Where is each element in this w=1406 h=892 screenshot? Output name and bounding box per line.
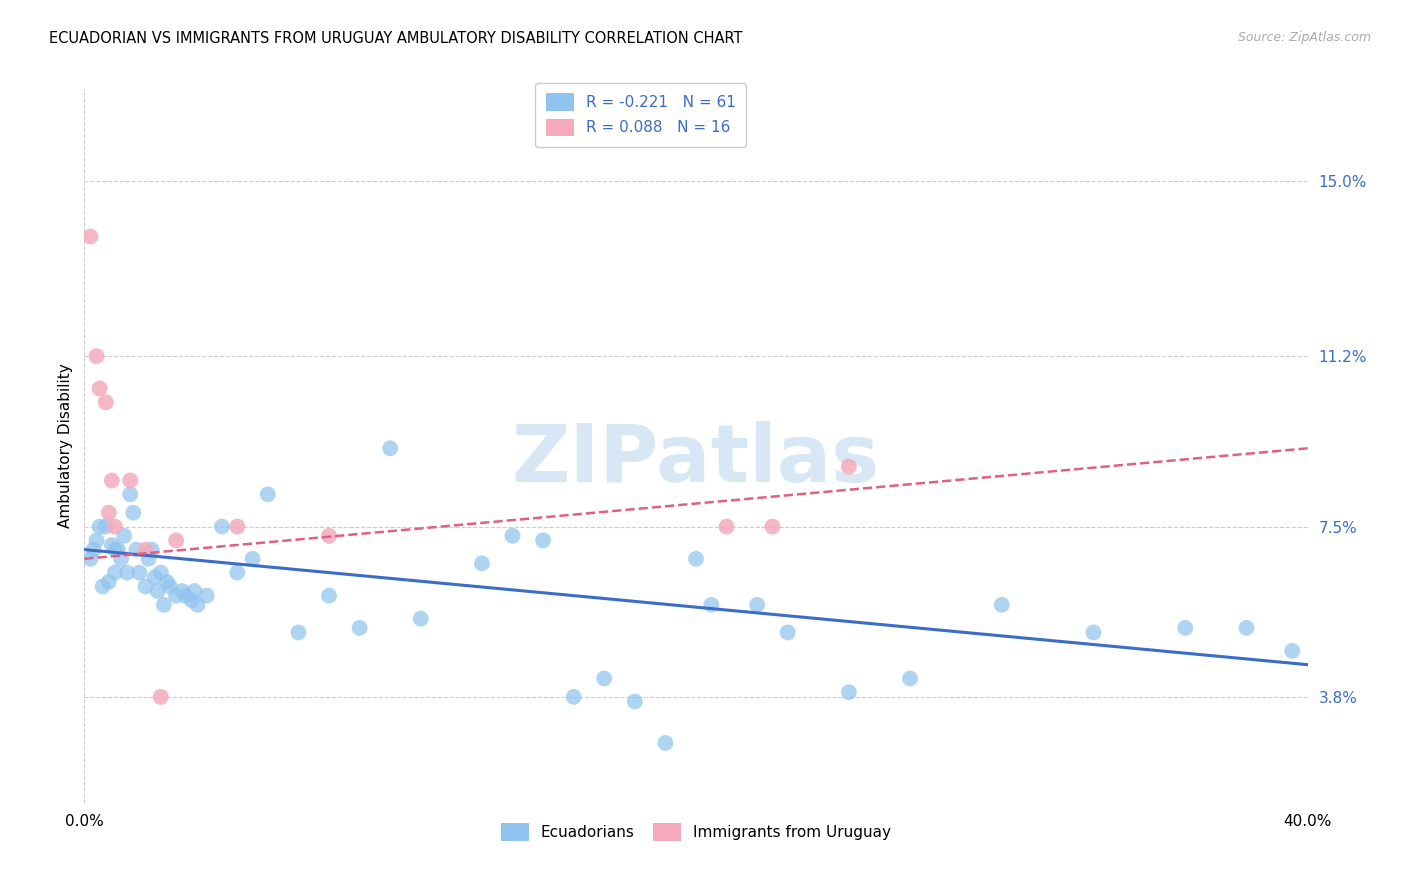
Point <box>101 538 124 552</box>
Point <box>180 593 202 607</box>
Point <box>531 533 554 548</box>
Point <box>183 584 205 599</box>
Point <box>186 598 208 612</box>
Point <box>128 566 150 580</box>
Point <box>776 625 799 640</box>
Point <box>242 551 264 566</box>
Point <box>471 557 494 571</box>
Point <box>624 694 647 708</box>
Point <box>149 690 172 704</box>
Point <box>89 519 111 533</box>
Point <box>991 598 1014 612</box>
Point <box>112 529 135 543</box>
Point <box>135 542 157 557</box>
Point <box>153 598 176 612</box>
Point <box>156 574 179 589</box>
Point <box>257 487 280 501</box>
Point <box>104 542 127 557</box>
Point <box>685 551 707 566</box>
Point <box>838 685 860 699</box>
Text: ZIPatlas: ZIPatlas <box>512 421 880 500</box>
Point <box>174 589 197 603</box>
Point <box>125 542 148 557</box>
Point <box>104 519 127 533</box>
Point <box>94 519 117 533</box>
Point <box>146 584 169 599</box>
Point <box>380 442 402 456</box>
Point <box>110 551 132 566</box>
Point <box>1174 621 1197 635</box>
Point <box>143 570 166 584</box>
Point <box>562 690 585 704</box>
Point <box>122 506 145 520</box>
Point <box>120 487 142 501</box>
Point <box>172 584 194 599</box>
Point <box>716 519 738 533</box>
Point <box>79 229 101 244</box>
Point <box>211 519 233 533</box>
Point <box>226 566 249 580</box>
Point <box>1281 644 1303 658</box>
Point <box>138 551 160 566</box>
Point <box>107 542 129 557</box>
Point <box>86 533 108 548</box>
Point <box>83 542 105 557</box>
Point <box>159 579 181 593</box>
Point <box>141 542 163 557</box>
Point <box>101 474 124 488</box>
Text: Source: ZipAtlas.com: Source: ZipAtlas.com <box>1237 31 1371 45</box>
Point <box>91 579 114 593</box>
Text: ECUADORIAN VS IMMIGRANTS FROM URUGUAY AMBULATORY DISABILITY CORRELATION CHART: ECUADORIAN VS IMMIGRANTS FROM URUGUAY AM… <box>49 31 742 46</box>
Point <box>898 672 921 686</box>
Point <box>97 574 120 589</box>
Point <box>318 529 340 543</box>
Point <box>287 625 309 640</box>
Point <box>1083 625 1105 640</box>
Point <box>97 506 120 520</box>
Point <box>165 533 187 548</box>
Point <box>165 589 187 603</box>
Point <box>135 579 157 593</box>
Point <box>502 529 524 543</box>
Point <box>94 395 117 409</box>
Point <box>79 551 101 566</box>
Point <box>349 621 371 635</box>
Point <box>761 519 783 533</box>
Point <box>149 566 172 580</box>
Point <box>654 736 676 750</box>
Point <box>318 589 340 603</box>
Point <box>409 612 432 626</box>
Point <box>1236 621 1258 635</box>
Point <box>104 566 127 580</box>
Point <box>747 598 769 612</box>
Point <box>838 459 860 474</box>
Point <box>89 381 111 395</box>
Point <box>226 519 249 533</box>
Point <box>115 566 138 580</box>
Y-axis label: Ambulatory Disability: Ambulatory Disability <box>58 364 73 528</box>
Point <box>86 349 108 363</box>
Legend: Ecuadorians, Immigrants from Uruguay: Ecuadorians, Immigrants from Uruguay <box>494 816 898 848</box>
Point <box>593 672 616 686</box>
Point <box>195 589 218 603</box>
Point <box>120 474 142 488</box>
Point <box>700 598 723 612</box>
